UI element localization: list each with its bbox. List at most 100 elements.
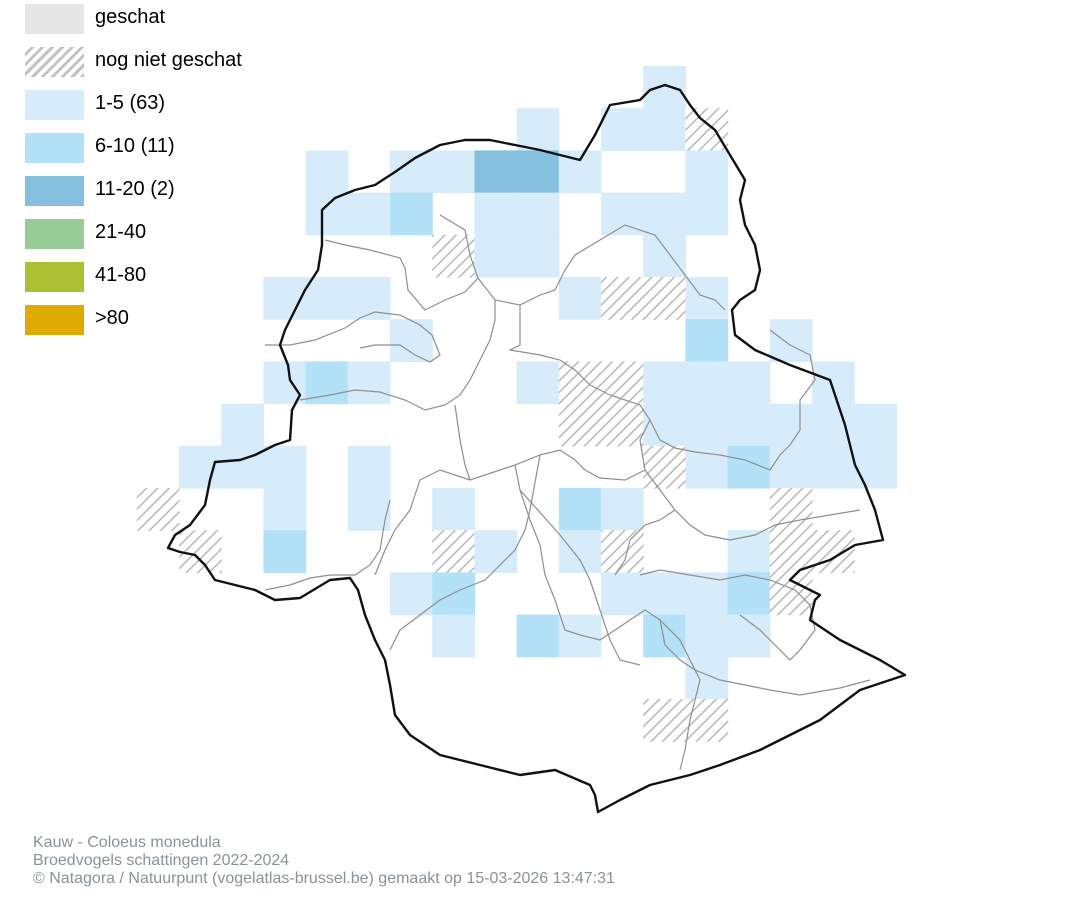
grid-cell-c1_5 [643,192,686,236]
grid-cell-c1_5 [812,361,855,405]
grid-cell-nog_niet_geschat [558,403,602,447]
grid-cell-c6_10 [390,192,433,236]
grid-cell-c6_10 [305,361,349,405]
grid-cell-c1_5 [727,361,771,405]
legend-label: 21-40 [95,221,147,243]
commune-border [264,499,391,591]
grid-cell-nog_niet_geschat [643,277,686,320]
grid-cells [136,66,897,742]
grid-cell-c1_5 [854,403,897,447]
grid-cell-c1_5 [558,530,602,573]
grid-cell-nog_niet_geschat [136,488,180,531]
legend-label: 41-80 [95,264,147,286]
grid-cell-c1_5 [727,530,771,573]
legend-item-c21_40: 21-40 [25,215,325,249]
grid-cell-c1_5 [305,277,349,320]
grid-cell-nog_niet_geschat [601,403,644,447]
commune-border [614,509,676,576]
grid-cell-c1_5 [347,361,391,405]
grid-cell-c1_5 [854,445,897,489]
commune-border [644,469,861,541]
grid-cell-c1_5 [516,361,560,405]
grid-cell-nog_niet_geschat [685,108,729,151]
grid-cell-c1_5 [474,530,518,573]
grid-cell-c1_5 [643,66,686,109]
legend-swatch [25,47,84,77]
grid-cell-c1_5 [390,319,433,362]
grid-cell-c6_10 [558,488,602,531]
grid-cell-c1_5 [601,488,644,531]
grid-cell-nog_niet_geschat [558,361,602,405]
commune-border [324,214,479,311]
grid-cell-nog_niet_geschat [601,361,644,405]
legend-label: 1-5 (63) [95,92,166,114]
grid-cell-c1_5 [769,445,813,489]
grid-cell-c1_5 [643,572,686,616]
grid-cell-c6_10 [727,572,771,616]
grid-cell-nog_niet_geschat [769,488,813,531]
grid-cell-c1_5 [263,445,307,489]
legend-swatch [25,4,84,34]
grid-cell-c1_5 [305,150,349,194]
grid-cell-c1_5 [643,234,686,278]
legend-label: >80 [95,307,129,329]
commune-border [265,311,441,363]
legend-label: nog niet geschat [95,49,242,71]
grid-cell-c11_20 [474,150,518,194]
legend-item-c11_20: 11-20 (2) [25,172,325,206]
legend-swatch [25,262,84,292]
grid-cell-c1_5 [263,277,307,320]
commune-border [519,489,641,666]
commune-border [514,464,871,696]
grid-cell-c1_5 [305,192,349,236]
grid-cell-c1_5 [558,277,602,320]
legend-label: 6-10 (11) [95,135,175,157]
grid-cell-nog_niet_geschat [643,445,686,489]
grid-cell-c1_5 [474,192,518,236]
grid-cell-c1_5 [812,445,855,489]
commune-border [389,454,541,651]
grid-cell-c1_5 [432,488,475,531]
grid-cell-c1_5 [390,572,433,616]
grid-cell-c1_5 [347,445,391,489]
grid-cell-c1_5 [474,234,518,278]
grid-cell-c6_10 [516,614,560,658]
grid-cell-nog_niet_geschat [643,699,686,742]
commune-borders [264,214,871,771]
brussels-region-outline [166,83,907,814]
grid-cell-c1_5 [221,403,264,447]
grid-cell-c1_5 [769,403,813,447]
grid-cell-nog_niet_geschat [179,530,222,573]
dataset-label: Broedvogels schattingen 2022-2024 [33,852,290,869]
grid-cell-c1_5 [347,488,391,531]
grid-cell-c1_5 [179,445,222,489]
commune-border [374,469,471,576]
species-name: Kauw - Coloeus monedula [33,834,221,851]
commune-border [477,224,726,311]
legend-label: 11-20 (2) [95,178,175,200]
grid-cell-c1_5 [685,445,729,489]
grid-cell-nog_niet_geschat [769,530,813,573]
commune-border [299,300,496,411]
credit-line: © Natagora / Natuurpunt (vogelatlas-brus… [33,870,615,887]
grid-cell-c6_10 [643,614,686,658]
grid-cell-c6_10 [685,319,729,362]
legend-swatch [25,305,84,335]
grid-cell-c1_5 [685,192,729,236]
legend-item-c6_10: 6-10 (11) [25,129,325,163]
grid-cell-c1_5 [643,403,686,447]
grid-cell-nog_niet_geschat [812,530,855,573]
grid-cell-c1_5 [769,319,813,362]
legend-swatch [25,219,84,249]
grid-cell-c1_5 [685,614,729,658]
commune-border [659,619,701,771]
map-footer: Kauw - Coloeus monedula Broedvogels scha… [33,834,615,888]
grid-cell-c1_5 [516,234,560,278]
legend-item-c41_80: 41-80 [25,258,325,292]
legend-item-c1_5: 1-5 (63) [25,86,325,120]
commune-border [739,614,791,661]
grid-cell-c1_5 [685,572,729,616]
grid-cell-c1_5 [685,361,729,405]
legend-item-c80: >80 [25,301,325,335]
